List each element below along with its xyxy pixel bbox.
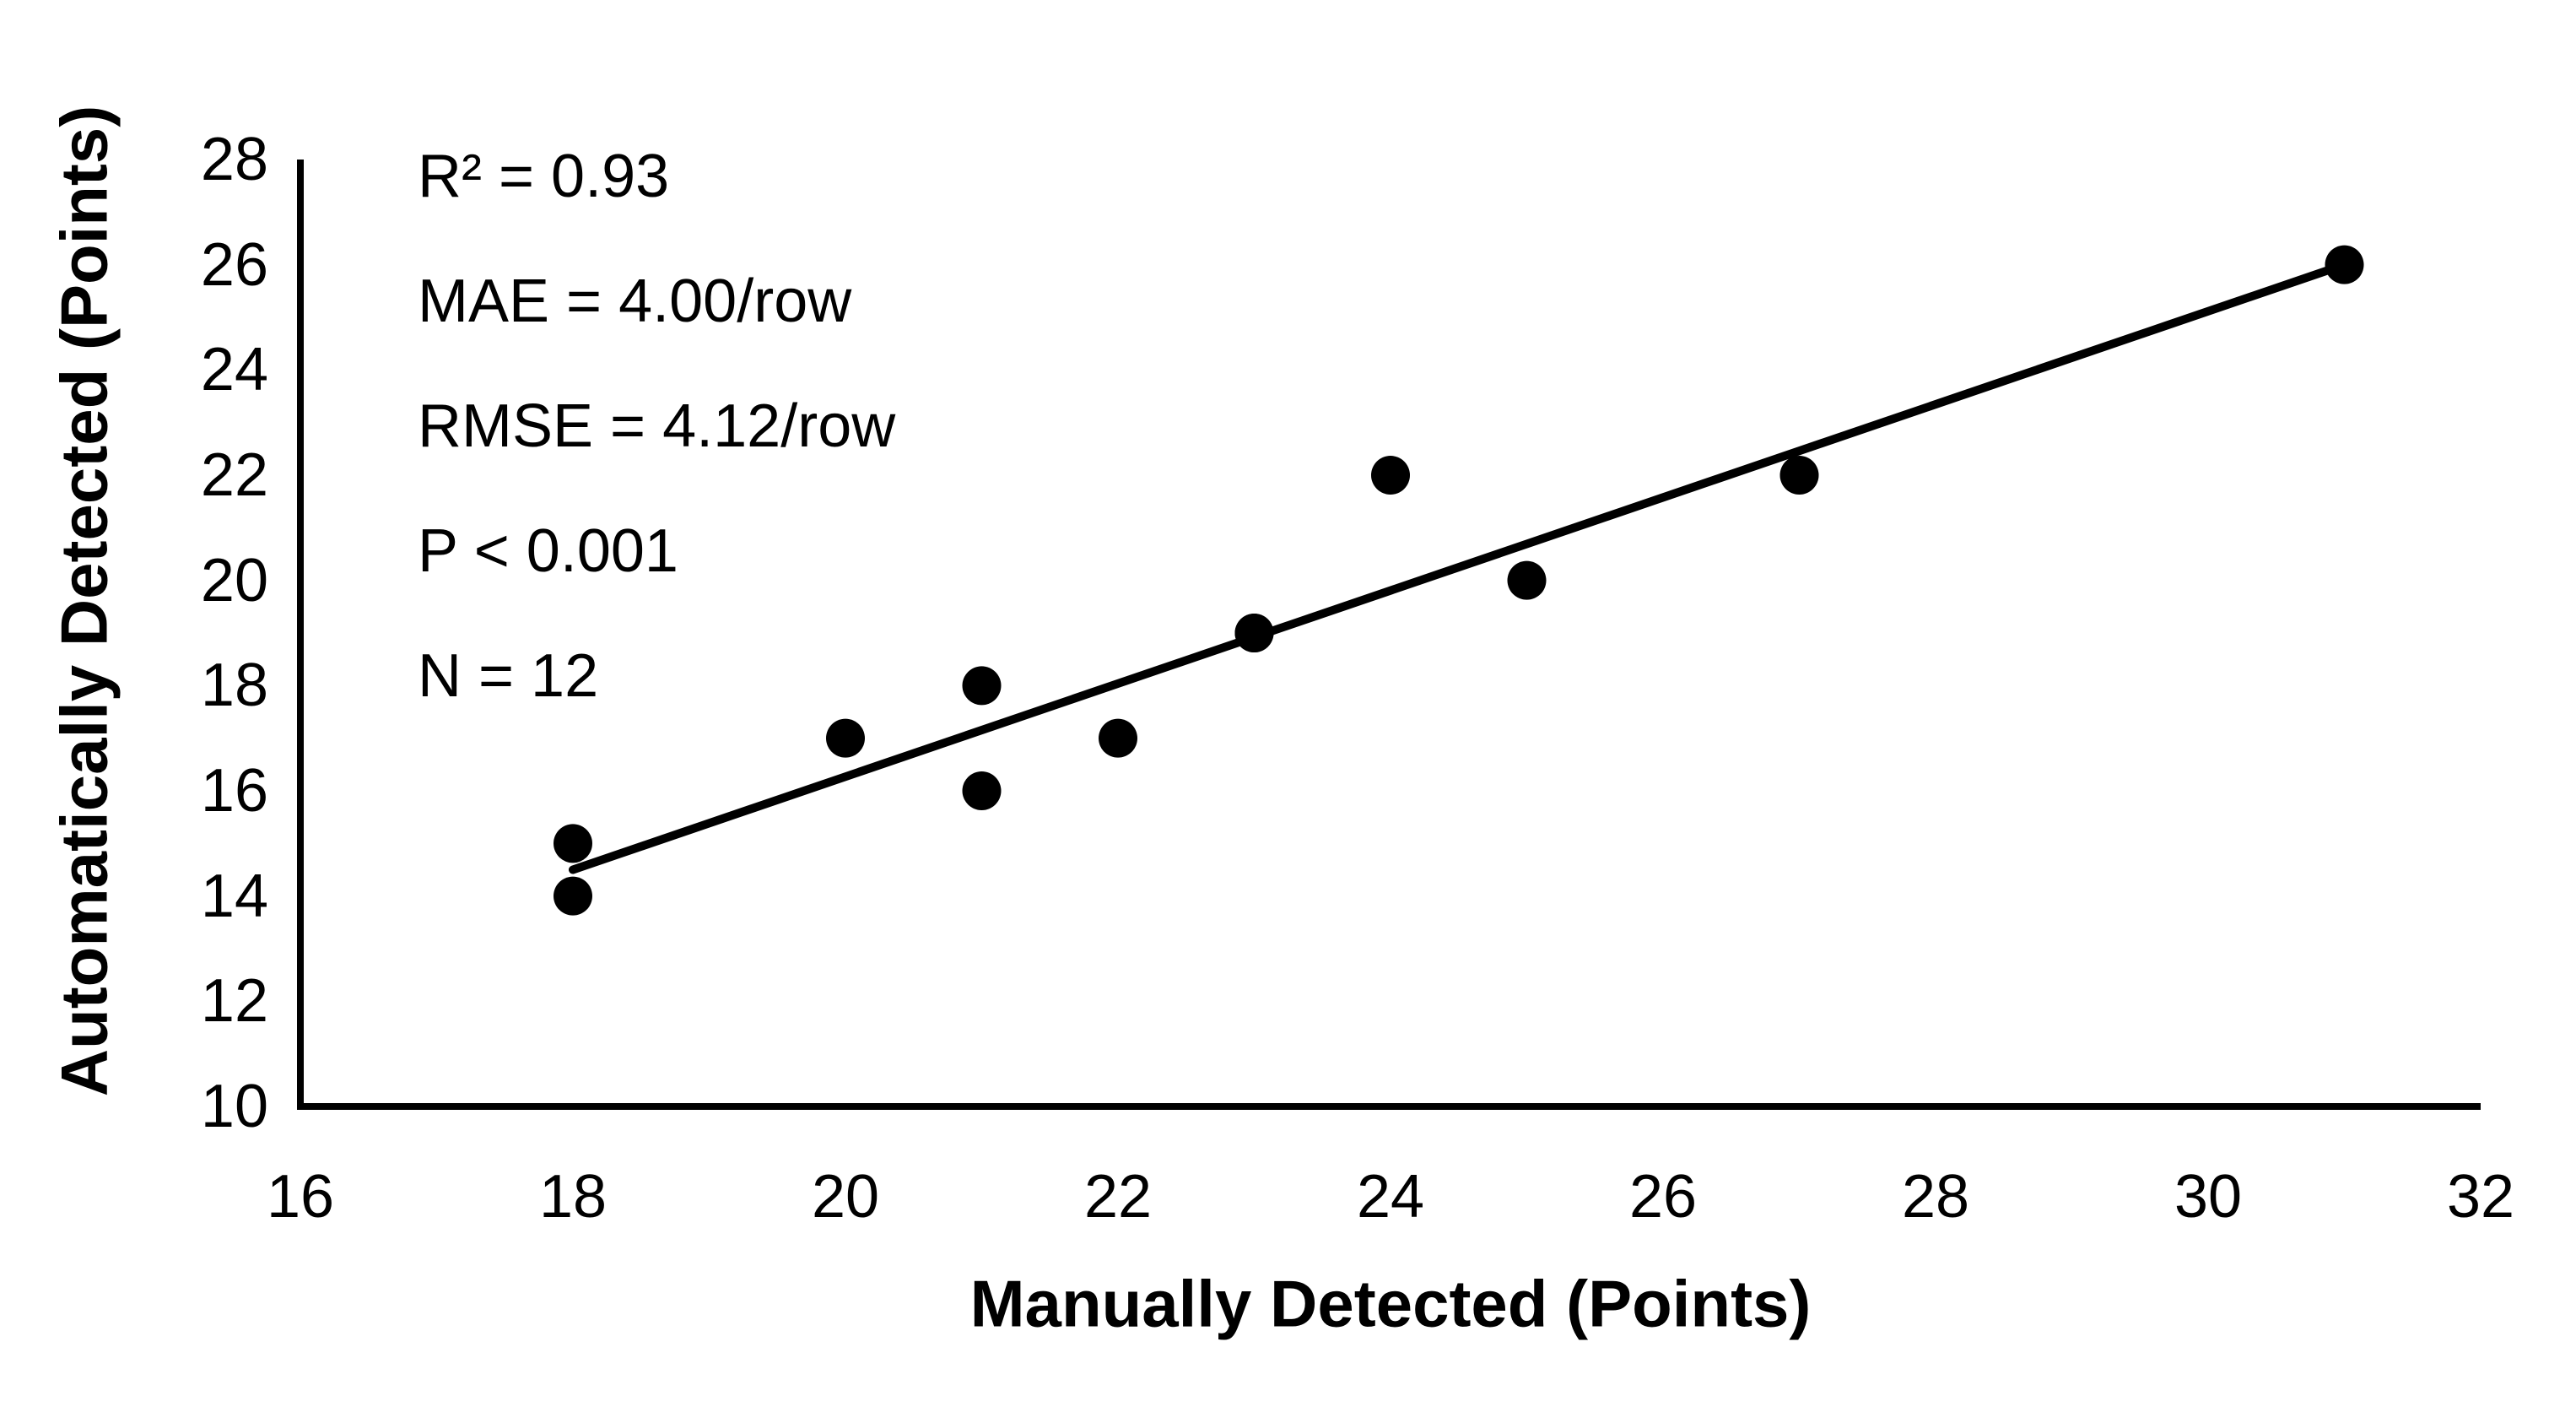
data-point [962, 771, 1002, 810]
data-point [1507, 560, 1547, 600]
y-tick-label: 16 [200, 757, 268, 825]
x-tick-label: 30 [2174, 1163, 2243, 1231]
data-point [1371, 456, 1410, 495]
y-tick-label: 10 [200, 1073, 268, 1140]
y-tick-label: 14 [200, 862, 268, 930]
trend-line [569, 260, 2349, 874]
x-tick-label: 28 [1901, 1163, 1970, 1231]
data-point [2325, 245, 2364, 284]
data-point [826, 718, 865, 758]
data-point [1234, 614, 1274, 652]
x-tick-label: 22 [1083, 1163, 1153, 1231]
annotation-rmse: RMSE = 4.12/row [418, 392, 896, 460]
x-tick-label: 20 [811, 1163, 880, 1231]
annotation-r-squared: R² = 0.93 [418, 143, 670, 210]
x-tick-label: 32 [2446, 1163, 2515, 1231]
data-point [1099, 718, 1137, 758]
y-tick-label: 24 [200, 336, 268, 404]
y-tick-label: 22 [200, 441, 268, 509]
y-tick-label: 18 [200, 652, 268, 720]
y-tick-label: 20 [200, 546, 268, 614]
data-point [1779, 456, 1819, 495]
stats-annotation-block: R² = 0.93 MAE = 4.00/row RMSE = 4.12/row… [418, 114, 895, 738]
x-axis-title: Manually Detected (Points) [969, 1266, 1812, 1341]
x-tick-label: 16 [266, 1163, 335, 1231]
y-tick-label: 12 [200, 967, 268, 1036]
data-point [554, 876, 592, 916]
annotation-mae: MAE = 4.00/row [418, 268, 852, 335]
y-tick-label: 28 [200, 126, 268, 193]
y-axis-title: Automatically Detected (Points) [46, 105, 122, 1097]
data-point [962, 666, 1002, 706]
data-point [554, 824, 592, 863]
x-tick-label: 26 [1628, 1163, 1698, 1231]
annotation-n: N = 12 [418, 642, 599, 710]
x-tick-label: 24 [1356, 1163, 1425, 1231]
x-tick-label: 18 [538, 1163, 608, 1231]
y-tick-label: 26 [200, 230, 268, 299]
annotation-p-value: P < 0.001 [418, 517, 678, 585]
